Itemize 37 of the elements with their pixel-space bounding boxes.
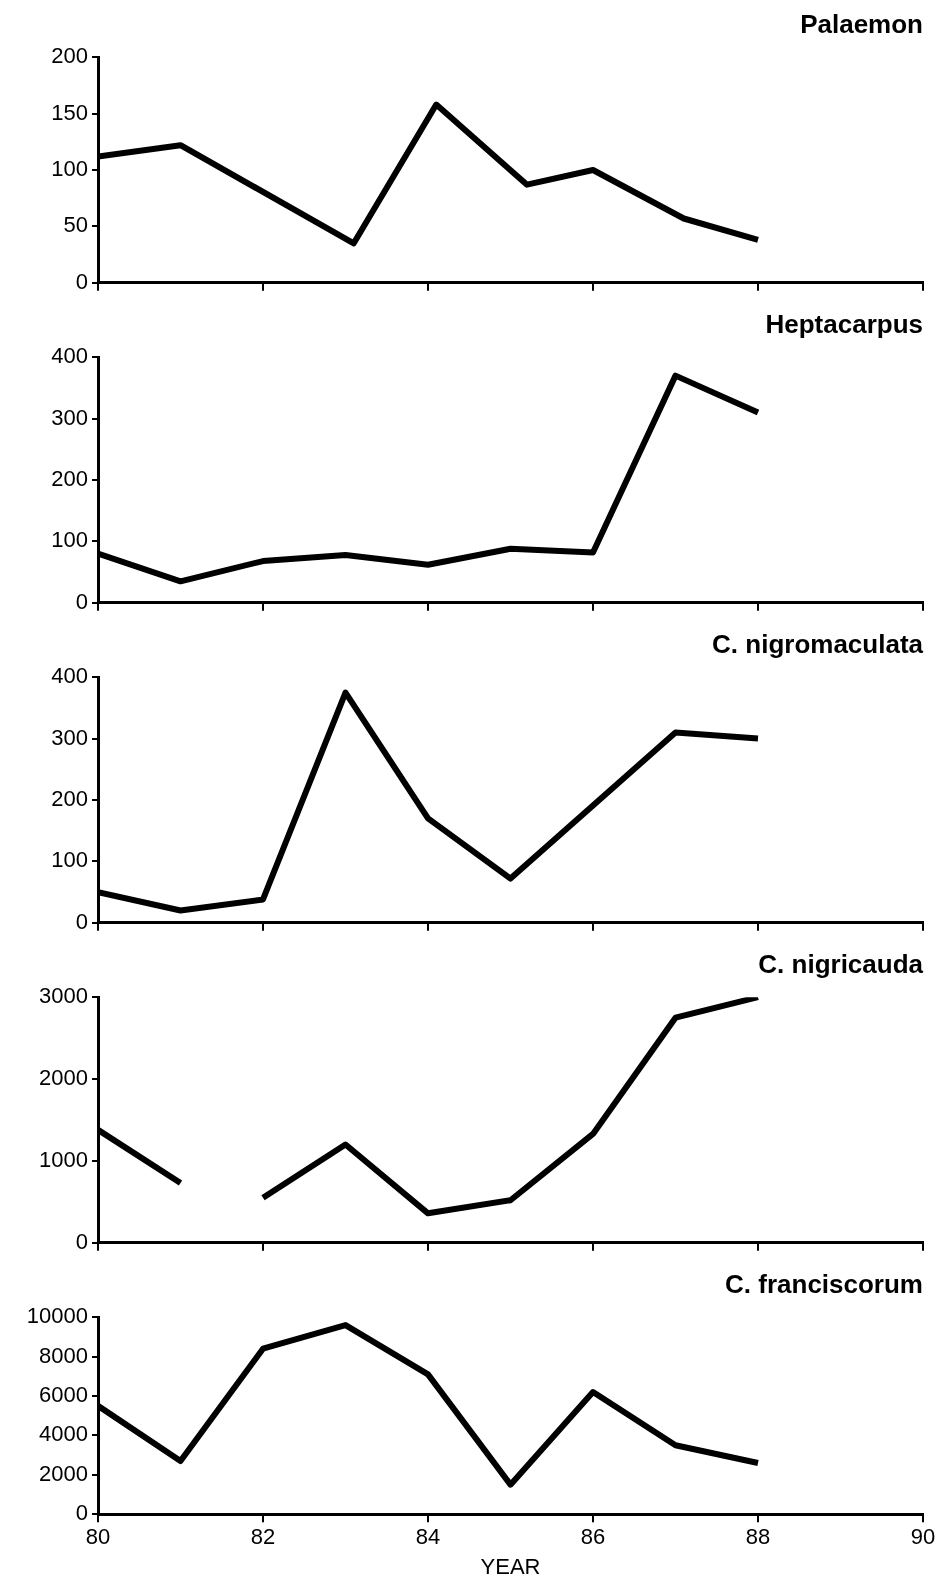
y-tick-label: 4000 [39, 1421, 88, 1447]
y-tick-label: 8000 [39, 1342, 88, 1368]
y-tick-label: 1000 [39, 1147, 88, 1172]
x-tick-label: 90 [910, 1524, 936, 1550]
y-tick-label: 0 [75, 908, 88, 934]
y-tick-label: 0 [75, 1228, 88, 1254]
chart-title: Heptacarpus [765, 308, 923, 339]
y-tick-label: 50 [63, 212, 88, 238]
y-tick-label: 300 [51, 724, 88, 750]
y-tick-label: 100 [51, 527, 88, 553]
y-tick-label: 6000 [39, 1382, 88, 1408]
y-tick-label: 400 [51, 343, 88, 369]
chart-title: C. franciscorum [725, 1268, 923, 1299]
x-tick-label: 80 [85, 1524, 111, 1550]
y-tick-label: 2000 [39, 1460, 88, 1486]
y-tick-label: 0 [75, 1500, 88, 1526]
chart-title: Palaemon [800, 8, 923, 39]
x-axis-title: YEAR [480, 1553, 541, 1579]
y-tick-label: 200 [51, 43, 88, 69]
x-tick-label: 82 [250, 1524, 276, 1550]
y-tick-label: 200 [51, 466, 88, 492]
y-tick-label: 300 [51, 404, 88, 430]
y-tick-label: 200 [51, 786, 88, 812]
y-tick-label: 0 [75, 268, 88, 294]
y-tick-label: 10000 [26, 1303, 88, 1329]
x-tick-label: 88 [745, 1524, 771, 1550]
y-tick-label: 400 [51, 663, 88, 689]
y-tick-label: 3000 [39, 983, 88, 1009]
y-tick-label: 150 [51, 99, 88, 125]
x-tick-label: 86 [580, 1524, 606, 1550]
y-tick-label: 100 [51, 847, 88, 873]
y-tick-label: 2000 [39, 1065, 88, 1091]
chart-title: C. nigricauda [758, 948, 924, 979]
y-tick-label: 100 [51, 156, 88, 182]
x-tick-label: 84 [415, 1524, 441, 1550]
y-tick-label: 0 [75, 588, 88, 614]
chart-title: C. nigromaculata [712, 628, 924, 659]
